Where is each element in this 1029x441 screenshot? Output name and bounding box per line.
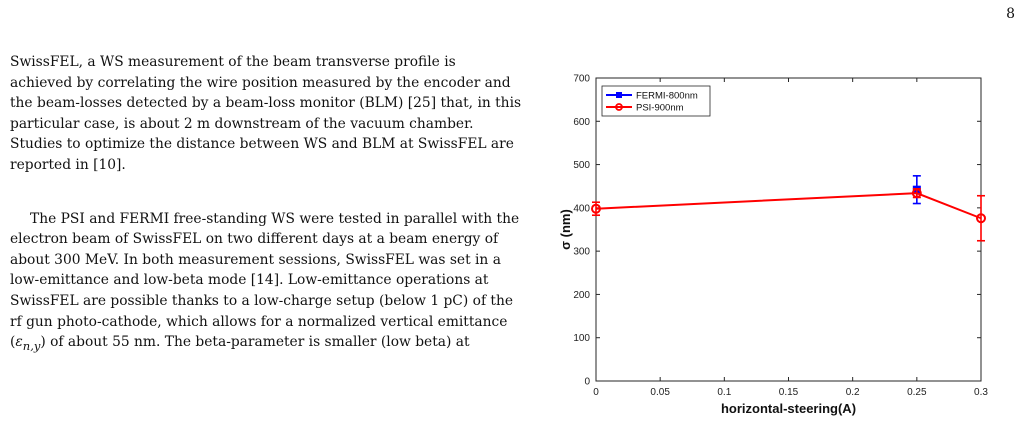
paragraph-1: SwissFEL, a WS measurement of the beam t… (10, 54, 522, 173)
legend-label: PSI-900nm (636, 103, 684, 114)
x-tick-label: 0.1 (717, 387, 731, 398)
series-layer (591, 175, 986, 242)
page-number: 8 (1006, 6, 1015, 22)
y-tick-label: 400 (573, 203, 590, 214)
data-point (976, 213, 986, 224)
data-point (911, 188, 922, 199)
x-tick-label: 0.15 (779, 387, 799, 398)
paragraph-2-text-end: ) of about 55 nm. The beta-parameter is … (40, 334, 470, 351)
plot-area (595, 77, 982, 382)
y-axis-label: σ (nm) (558, 209, 573, 250)
x-axis-label: horizontal-steering(A) (721, 401, 856, 416)
y-tick-label: 700 (573, 74, 590, 85)
x-tick-label: 0.05 (650, 387, 670, 398)
x-tick-label: 0.25 (907, 387, 927, 398)
data-point (591, 203, 601, 214)
emittance-subscript: n,y (22, 338, 41, 353)
sigma-vs-steering-chart: 0 0.05 0.1 0.15 0.2 0.25 0.3 0 100 200 300 400 500 60… (558, 74, 988, 417)
x-tick-label: 0 (593, 387, 599, 398)
y-tick-label: 300 (573, 247, 590, 258)
y-tick-label: 200 (573, 290, 590, 301)
legend-marker (615, 103, 623, 111)
paragraph-2: The PSI and FERMI free-standing WS were … (10, 209, 522, 357)
x-tick-label: 0.3 (974, 387, 988, 398)
y-tick-label: 600 (573, 117, 590, 128)
paragraph-2-text: The PSI and FERMI free-standing WS were … (10, 210, 520, 351)
series-PSI-900nm (591, 188, 986, 242)
emittance-symbol: ε (15, 334, 23, 351)
body-text: SwissFEL, a WS measurement of the beam t… (10, 52, 522, 356)
legend-label: FERMI-800nm (636, 91, 698, 102)
axis-ticks: 0 0.05 0.1 0.15 0.2 0.25 0.3 0 100 200 300 400 500 60… (573, 74, 988, 399)
x-tick-label: 0.2 (846, 387, 860, 398)
legend-marker (616, 92, 622, 98)
legend-box (601, 85, 711, 117)
y-tick-label: 500 (573, 160, 590, 171)
y-tick-label: 100 (573, 333, 590, 344)
y-tick-label: 0 (584, 377, 590, 388)
